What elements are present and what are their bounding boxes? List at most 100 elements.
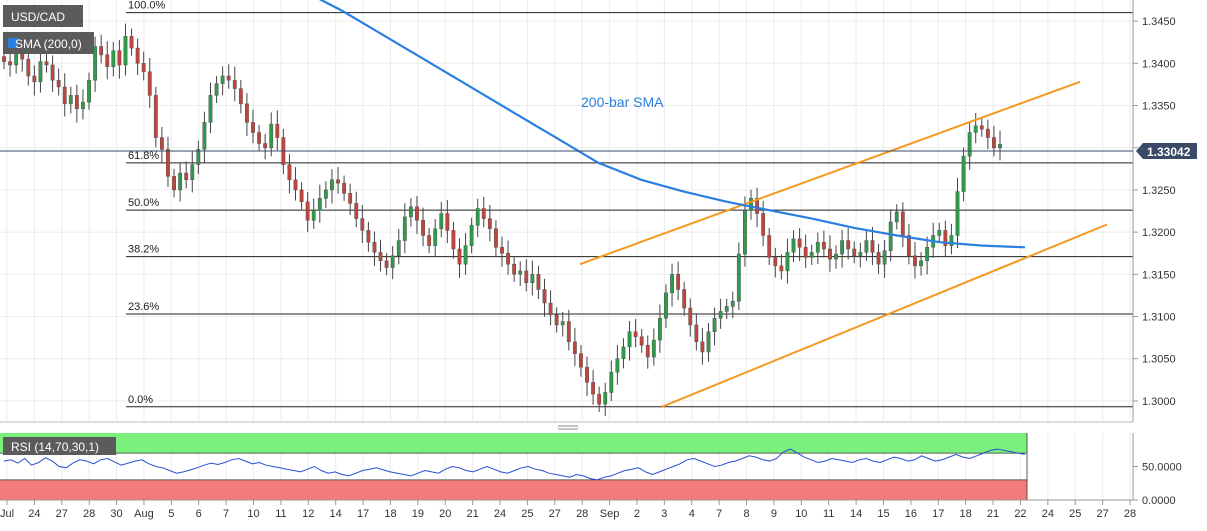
- candle-body: [384, 260, 389, 268]
- x-tick-label: 16: [905, 508, 917, 520]
- x-tick-label: 11: [823, 508, 834, 520]
- sma-200-line[interactable]: [300, 0, 1026, 249]
- current-price-tag: [1136, 143, 1197, 159]
- candle-body: [736, 253, 741, 302]
- candle-body: [263, 143, 268, 148]
- candle-body: [469, 225, 474, 246]
- candle-body: [56, 79, 61, 88]
- current-price-label: 1.33042: [1147, 145, 1191, 159]
- candle-body: [26, 58, 31, 77]
- candle-body: [712, 317, 717, 332]
- candle-body: [894, 211, 899, 223]
- x-tick-label: 28: [576, 508, 588, 520]
- candle-body: [62, 86, 67, 105]
- x-tick-label: 7: [716, 508, 722, 520]
- x-tick-label: 22: [1014, 508, 1026, 520]
- candle-body: [730, 301, 735, 307]
- candle-body: [8, 61, 12, 66]
- candle-body: [269, 123, 274, 148]
- candle-body: [166, 149, 170, 177]
- candle-body: [651, 339, 656, 358]
- candle-body: [99, 46, 104, 56]
- candle-body: [876, 252, 881, 265]
- candle-body: [123, 36, 128, 66]
- x-tick-label: 21: [467, 508, 479, 520]
- candle-body: [670, 274, 674, 294]
- candle-body: [87, 79, 91, 103]
- candle-body: [475, 208, 480, 226]
- candle-body: [378, 252, 383, 262]
- channel-upper-line[interactable]: [579, 80, 1081, 266]
- candle-body: [135, 47, 140, 64]
- candle-body: [129, 36, 134, 49]
- x-tick-label: 14: [330, 508, 342, 520]
- fib-level-label: 100.0%: [128, 0, 166, 12]
- candle-body: [749, 198, 753, 211]
- candle-body: [202, 122, 207, 150]
- candle-body: [50, 64, 55, 81]
- time-axis: Jul 24 27 28 30 Aug 5 6 7 10 11 12 14 17 18 19 20 21 24 25 2…: [0, 499, 1136, 520]
- candle-body: [566, 321, 571, 343]
- sma-legend-label[interactable]: SMA (200,0): [15, 37, 82, 51]
- candle-body: [342, 182, 347, 194]
- candle-body: [184, 172, 189, 181]
- candle-body: [536, 274, 541, 290]
- candle-body: [961, 155, 966, 192]
- y-tick-label: 1.3400: [1142, 58, 1176, 70]
- candle-body: [657, 317, 662, 341]
- y-tick-label: 1.3250: [1142, 185, 1176, 197]
- rsi-line[interactable]: [3, 448, 1026, 481]
- candle-body: [117, 50, 122, 66]
- channel-lower-line[interactable]: [661, 223, 1108, 408]
- candle-body: [913, 255, 917, 267]
- x-tick-label: 15: [877, 508, 889, 520]
- candle-body: [967, 132, 972, 157]
- x-tick-label: 8: [743, 508, 749, 520]
- sma-color-swatch: [8, 38, 18, 48]
- candle-body: [791, 238, 796, 253]
- rsi-label[interactable]: RSI (14,70,30,1): [11, 440, 99, 454]
- candle-body: [457, 248, 462, 265]
- candle-body: [779, 265, 784, 272]
- x-tick-label: 2: [634, 508, 640, 520]
- candle-body: [172, 176, 176, 191]
- candle-body: [925, 247, 930, 262]
- pane-resize-handle[interactable]: [558, 425, 578, 430]
- candle-body: [694, 324, 699, 343]
- x-tick-label: 17: [357, 508, 369, 520]
- candle-body: [433, 228, 438, 246]
- symbol-label[interactable]: USD/CAD: [11, 10, 65, 24]
- candle-body: [834, 253, 838, 260]
- y-tick-label: 1.3050: [1142, 354, 1176, 366]
- candle-body: [767, 235, 772, 258]
- candle-body: [487, 218, 492, 229]
- candle-body: [821, 241, 826, 250]
- candle-body: [408, 206, 413, 218]
- candle-body: [463, 245, 468, 265]
- candle-body: [93, 46, 98, 81]
- candle-body: [74, 95, 79, 110]
- candle-body: [105, 54, 110, 67]
- candle-body: [621, 346, 626, 359]
- candle-body: [846, 240, 851, 250]
- x-tick-label: 25: [1069, 508, 1081, 520]
- candle-body: [257, 132, 261, 144]
- x-tick-label: 10: [247, 508, 259, 520]
- y-tick-label: 1.3200: [1142, 227, 1176, 239]
- candle-body: [421, 220, 425, 236]
- candle-body: [287, 164, 292, 181]
- candle-body: [323, 189, 328, 199]
- x-tick-label: 24: [494, 508, 506, 520]
- candle-body: [809, 252, 814, 258]
- candle-body: [348, 193, 353, 204]
- candle-body: [840, 240, 845, 255]
- candle-body: [275, 123, 280, 138]
- sma-legend-bg: [3, 32, 94, 54]
- fib-level-label: 38.2%: [128, 244, 159, 256]
- candle-body: [494, 228, 498, 248]
- y-tick-label: 1.3450: [1142, 16, 1176, 28]
- candle-body: [682, 289, 687, 309]
- candle-body: [815, 241, 820, 253]
- x-tick-label: 11: [275, 508, 286, 520]
